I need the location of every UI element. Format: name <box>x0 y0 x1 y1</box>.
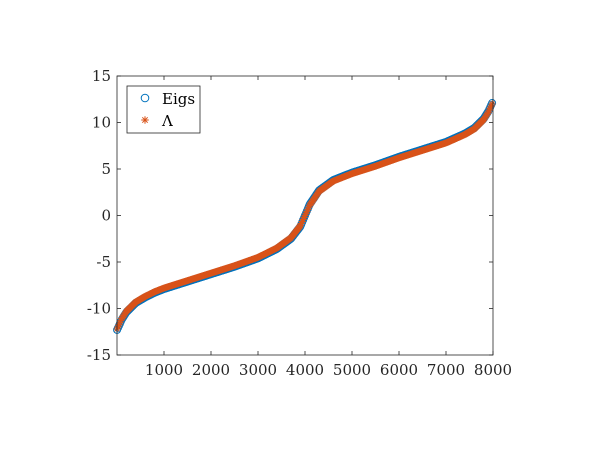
x-tick-label: 7000 <box>427 361 465 379</box>
x-tick-label: 3000 <box>239 361 277 379</box>
tick-layer: 1000 2000 3000 4000 5000 6000 7000 8000 -15 -10 -5… <box>87 67 512 379</box>
x-tick-label: 2000 <box>192 361 230 379</box>
y-tick-label: -5 <box>96 253 111 271</box>
legend-asterisk <box>141 116 149 124</box>
legend-label-eigs: Eigs <box>162 90 195 108</box>
y-tick-label: 5 <box>101 160 111 178</box>
y-tick-label: -15 <box>87 346 111 364</box>
legend-label-lambda: Λ <box>161 112 173 130</box>
x-tick-label: 1000 <box>145 361 183 379</box>
x-tick-label: 4000 <box>286 361 324 379</box>
x-tick-label: 5000 <box>333 361 371 379</box>
series-lambda <box>113 100 496 333</box>
legend-marker-lambda <box>141 116 149 124</box>
point-lambda <box>488 100 496 108</box>
y-tick-label: 0 <box>101 207 111 225</box>
y-tick-label: -10 <box>87 300 111 318</box>
x-tick-label: 8000 <box>474 361 512 379</box>
legend-box <box>126 85 201 134</box>
y-tick-label: 15 <box>92 67 111 85</box>
legend-marker-eigs <box>140 93 150 103</box>
legend: Eigs Λ <box>126 85 201 134</box>
x-tick-label: 6000 <box>380 361 418 379</box>
series-layer <box>113 99 497 334</box>
y-tick-label: 10 <box>92 114 111 132</box>
